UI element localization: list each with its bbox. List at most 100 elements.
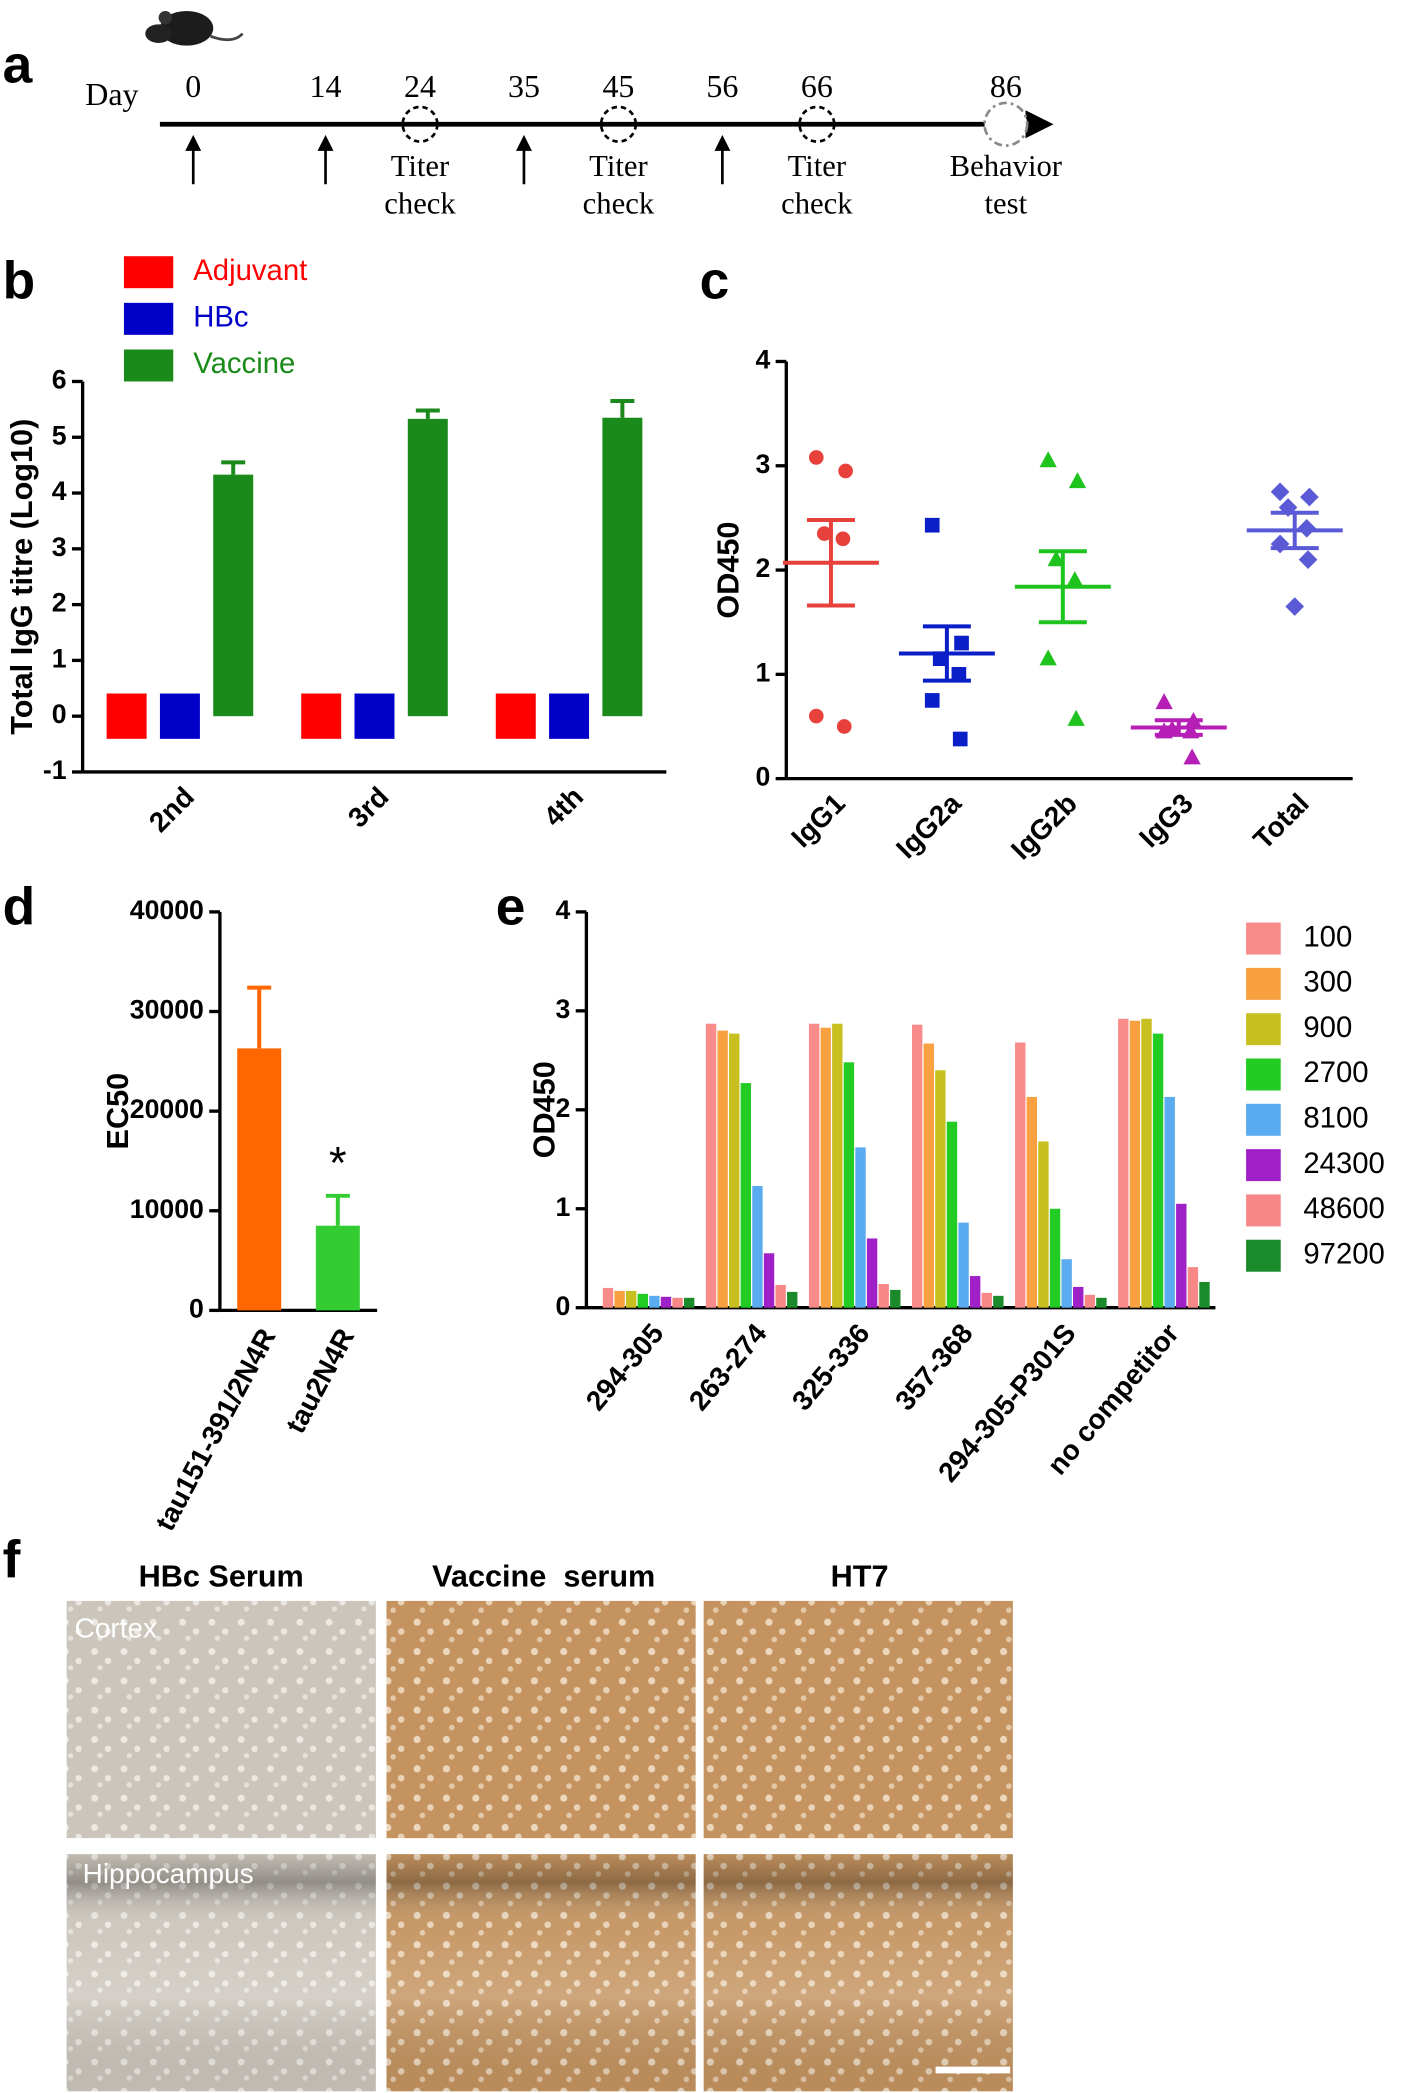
y-tick-label: 1 [556,1192,571,1222]
bar [625,1290,637,1308]
y-tick-label: -1 [43,755,67,785]
bar [237,1048,282,1311]
micrograph [386,1600,696,1839]
point [1067,709,1085,726]
bar [1073,1286,1084,1308]
point [1066,571,1084,588]
column-header: HT7 [831,1559,889,1593]
x-tick-label: 4th [538,781,590,833]
y-tick-label: 5 [52,420,67,450]
micrograph [66,1600,376,1839]
y-tick-label: 0 [556,1291,571,1321]
bar [1164,1096,1175,1308]
point [838,463,853,479]
point [924,693,940,708]
y-axis-label: OD450 [528,1061,562,1158]
event-label: Titer check [384,149,456,221]
point [1039,451,1057,468]
x-tick-label: IgG3 [1133,787,1199,853]
bar [946,1121,958,1308]
y-tick-label: 3 [556,994,571,1024]
bar [752,1185,763,1308]
column-header: Vaccine serum [432,1559,655,1593]
titer-marker [599,105,638,143]
point [1300,487,1319,507]
y-axis-label: OD450 [711,522,745,619]
point [951,667,967,682]
micrograph-shade [66,1854,376,2092]
bar [614,1290,625,1308]
y-tick-label: 4 [755,345,770,375]
bar [740,1083,752,1308]
bar [213,474,254,717]
mouse-icon [145,10,244,46]
timeline-label: Day [85,77,138,112]
point [1039,649,1057,666]
bar [729,1033,740,1308]
x-tick-label: IgG1 [785,787,851,853]
y-tick-label: 1 [52,643,67,673]
x-tick-label: IgG2b [1005,787,1083,865]
day-label: 0 [185,69,201,104]
bar [106,693,147,739]
event-label: Titer check [582,149,655,221]
bar [775,1284,786,1308]
bar [315,1225,360,1311]
bar [1118,1018,1129,1308]
bar [981,1292,992,1308]
legend-label: 8100 [1303,1102,1368,1135]
y-tick-label: 2 [556,1093,571,1123]
bar [923,1043,934,1308]
bar [683,1297,695,1308]
y-tick-label: 0 [755,762,770,792]
point [816,526,832,541]
bar [717,1030,728,1308]
bar [602,1287,614,1308]
bar [660,1296,672,1308]
bar [787,1291,798,1308]
y-tick-label: 40000 [130,895,204,925]
column-header: HBc Serum [139,1559,304,1593]
legend-label: 48600 [1303,1192,1384,1225]
legend-swatch [1246,1149,1281,1182]
point [1068,472,1087,489]
y-tick-label: 20000 [130,1094,204,1124]
day-label: 45 [602,69,634,104]
point [808,708,824,724]
bar [832,1023,843,1308]
event-label-box: Behavior test [949,149,1063,221]
annotation: * [329,1137,347,1188]
legend-label: 97200 [1303,1237,1384,1270]
bar [958,1222,969,1308]
legend-label: 100 [1303,920,1352,953]
point [1285,597,1305,616]
legend-label: 300 [1303,966,1352,999]
legend-swatch [1246,967,1281,1000]
x-tick-label: 294-305 [580,1318,670,1417]
bar [1015,1042,1026,1308]
y-axis-label: Total IgG titre (Log10) [5,419,39,735]
bar [705,1023,717,1308]
bar [935,1070,946,1308]
panel-label: b [3,251,36,310]
bar [969,1276,981,1308]
point [1047,550,1065,567]
bar [1176,1203,1187,1308]
bar [159,693,200,739]
point [808,450,824,465]
legend-label: 900 [1303,1011,1352,1044]
titer-marker [798,105,836,143]
event-label: Behavior test [949,149,1063,221]
y-tick-label: 0 [189,1293,204,1323]
x-tick-label: 263-274 [683,1317,773,1416]
point [1270,534,1290,554]
bar [878,1283,889,1308]
titer-marker [401,105,439,143]
point [835,531,851,547]
bar [495,693,536,739]
legend-label: 2700 [1303,1056,1368,1089]
bar [1084,1294,1096,1308]
bar [649,1295,660,1308]
y-tick-label: 2 [52,588,67,618]
bar [407,418,448,717]
